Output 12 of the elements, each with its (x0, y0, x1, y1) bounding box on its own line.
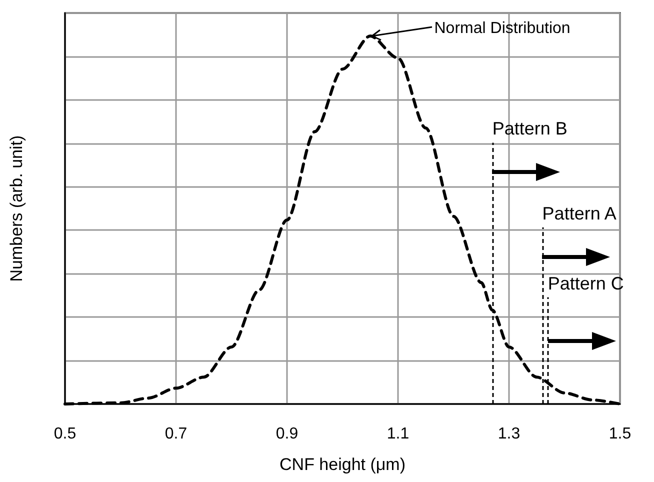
y-axis-title: Numbers (arb. unit) (7, 135, 26, 282)
annotation: Normal Distribution (434, 20, 570, 38)
x-tick-label: 1.5 (608, 426, 632, 442)
ref-line-label: Pattern C (548, 273, 624, 294)
x-tick-label: 0.5 (54, 426, 76, 442)
x-tick-label: 0.7 (164, 426, 188, 442)
x-axis-title: CNF height (μm) (280, 455, 406, 474)
x-tick-label: 1.3 (498, 426, 520, 442)
x-tick-label: 1.1 (386, 426, 410, 442)
x-tick-label: 0.9 (276, 426, 298, 442)
ref-line-label: Pattern B (492, 118, 568, 139)
ref-line-label: Pattern A (542, 203, 616, 224)
